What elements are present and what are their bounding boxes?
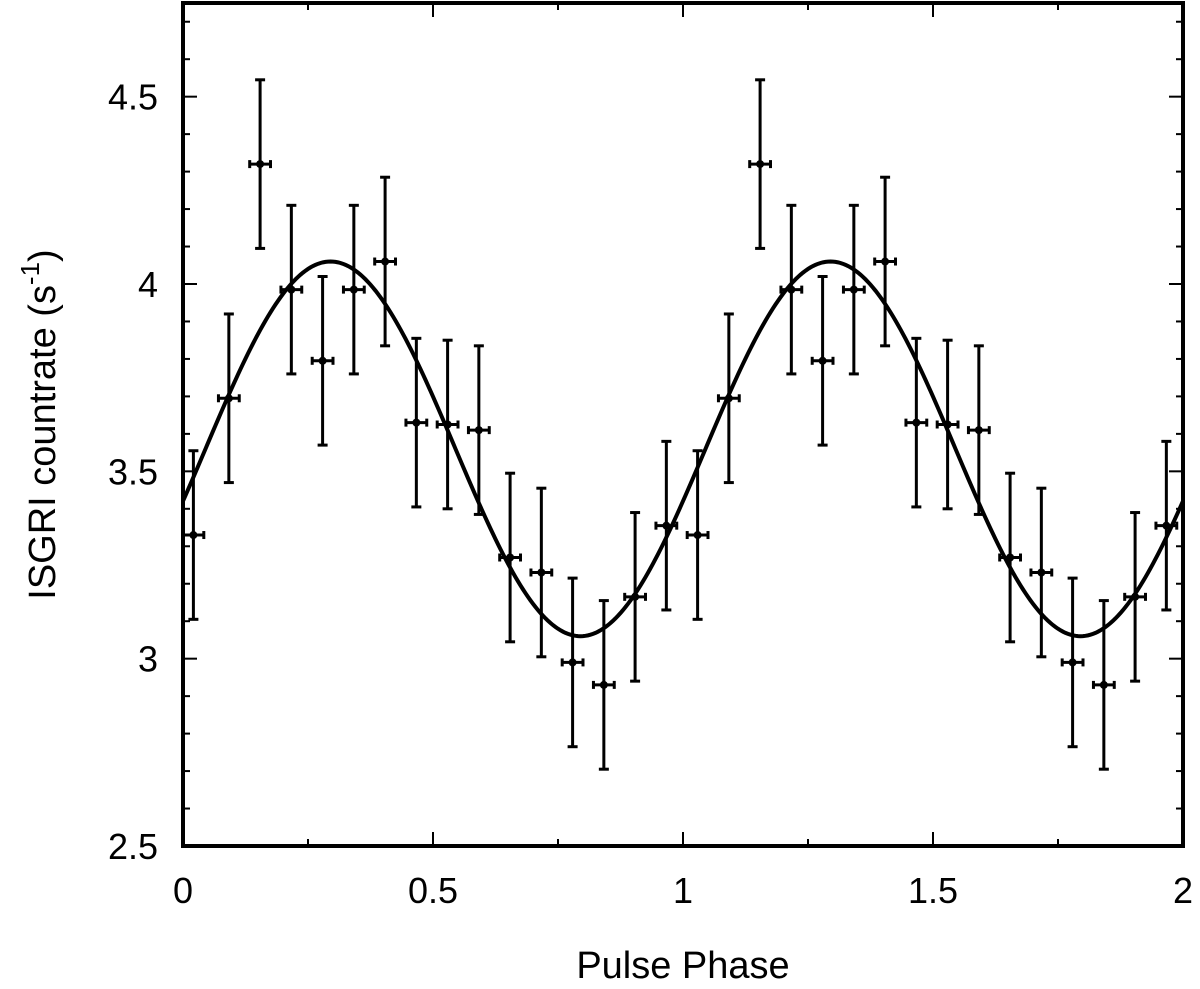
data-point xyxy=(779,203,804,376)
y-tick-label: 3 xyxy=(138,639,158,680)
data-point-marker xyxy=(881,257,890,266)
x-tick-label: 2 xyxy=(1173,870,1193,911)
data-point xyxy=(279,203,304,376)
data-point-marker xyxy=(506,553,515,562)
data-point-marker xyxy=(189,531,198,540)
data-point xyxy=(560,576,585,749)
data-point-marker xyxy=(756,160,765,169)
fit-curve-layer xyxy=(181,259,1185,639)
data-point-marker xyxy=(1068,658,1077,667)
y-axis-label-close: ) xyxy=(22,249,64,262)
data-point-marker xyxy=(1037,568,1046,577)
data-point xyxy=(685,449,710,621)
data-point-marker xyxy=(662,521,671,530)
data-points-layer xyxy=(181,78,1179,771)
data-point xyxy=(748,78,772,250)
plot-frame xyxy=(181,1,1185,848)
y-tick-label: 3.5 xyxy=(108,451,158,492)
x-tick-label: 0.5 xyxy=(408,870,458,911)
data-point-marker xyxy=(381,257,390,266)
data-point xyxy=(181,449,206,621)
data-point xyxy=(498,471,522,644)
data-point xyxy=(1029,486,1054,659)
axis-ticks xyxy=(182,3,1184,847)
data-point-marker xyxy=(537,568,546,577)
data-point xyxy=(435,338,460,511)
data-point xyxy=(591,599,616,771)
data-point xyxy=(341,203,366,376)
y-tick-label: 4.5 xyxy=(108,77,158,118)
data-point xyxy=(1123,511,1147,683)
data-point xyxy=(904,336,929,509)
data-point-marker xyxy=(1099,680,1108,689)
data-point-marker xyxy=(443,420,452,429)
data-point-marker xyxy=(599,680,608,689)
y-axis-label-superscript: -1 xyxy=(15,262,45,285)
data-point-marker xyxy=(787,285,796,294)
data-point-marker xyxy=(912,418,921,427)
data-point xyxy=(966,344,991,516)
data-point-marker xyxy=(349,285,358,294)
data-point-marker xyxy=(818,356,827,365)
x-axis-label: Pulse Phase xyxy=(576,945,789,987)
data-point xyxy=(529,486,554,659)
data-point xyxy=(1060,576,1085,749)
y-tick-label: 4 xyxy=(138,264,158,305)
y-axis-label: ISGRI countrate (s-1) xyxy=(15,249,64,599)
fit-curve xyxy=(181,259,1185,639)
data-point xyxy=(841,203,866,376)
data-point-marker xyxy=(224,394,233,403)
data-point xyxy=(373,175,397,348)
data-point-marker xyxy=(1131,592,1140,601)
data-point-marker xyxy=(474,426,483,435)
data-point xyxy=(404,336,429,509)
data-point-marker xyxy=(1162,521,1171,530)
data-point xyxy=(1154,439,1179,612)
data-point-marker xyxy=(631,592,640,601)
data-point xyxy=(623,511,647,683)
data-point xyxy=(935,338,960,511)
data-point-marker xyxy=(974,426,983,435)
data-point xyxy=(216,312,241,485)
data-point xyxy=(466,344,491,516)
data-point-marker xyxy=(849,285,858,294)
data-point-marker xyxy=(568,658,577,667)
data-point-marker xyxy=(318,356,327,365)
data-point xyxy=(1091,599,1116,771)
data-point xyxy=(998,471,1022,644)
data-point xyxy=(810,275,835,447)
data-point-marker xyxy=(943,420,952,429)
y-tick-labels: 2.5 3 3.5 4 4.5 xyxy=(108,77,158,867)
data-point xyxy=(716,312,741,485)
data-point xyxy=(873,175,897,348)
x-tick-label: 1.5 xyxy=(908,870,958,911)
data-point xyxy=(248,78,272,250)
data-point-marker xyxy=(412,418,421,427)
data-point xyxy=(654,439,679,612)
data-point xyxy=(310,275,335,447)
data-point-marker xyxy=(724,394,733,403)
x-tick-label: 1 xyxy=(673,870,693,911)
y-axis-label-main: ISGRI countrate (s xyxy=(22,285,64,600)
data-point-marker xyxy=(256,160,265,169)
y-tick-label: 2.5 xyxy=(108,826,158,867)
x-tick-label: 0 xyxy=(173,870,193,911)
data-point-marker xyxy=(287,285,296,294)
data-point-marker xyxy=(1006,553,1015,562)
data-point-marker xyxy=(693,531,702,540)
x-tick-labels: 0 0.5 1 1.5 2 xyxy=(173,870,1193,911)
